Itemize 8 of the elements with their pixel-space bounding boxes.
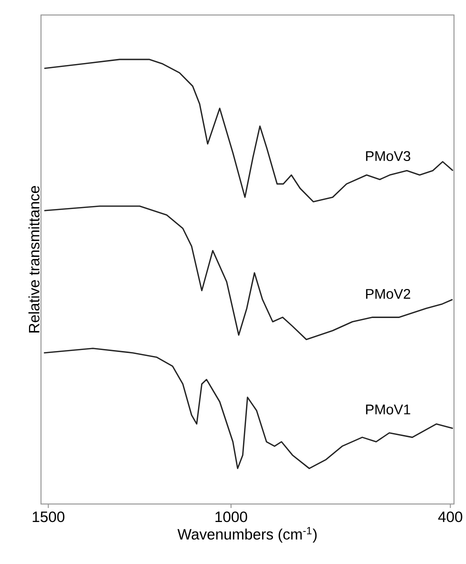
y-axis-title: Relative transmittance	[28, 186, 40, 332]
x-tick-label: 400	[438, 512, 462, 522]
series-label: PMoV1	[366, 404, 410, 414]
x-axis-title: Wavenumbers (cm$^{-1}$)	[177, 527, 317, 543]
series-label: PMoV2	[366, 288, 410, 299]
x-tick-label: 1000	[215, 512, 248, 522]
series-label: PMoV3	[366, 151, 410, 162]
x-tick-label: 1500	[32, 512, 64, 522]
